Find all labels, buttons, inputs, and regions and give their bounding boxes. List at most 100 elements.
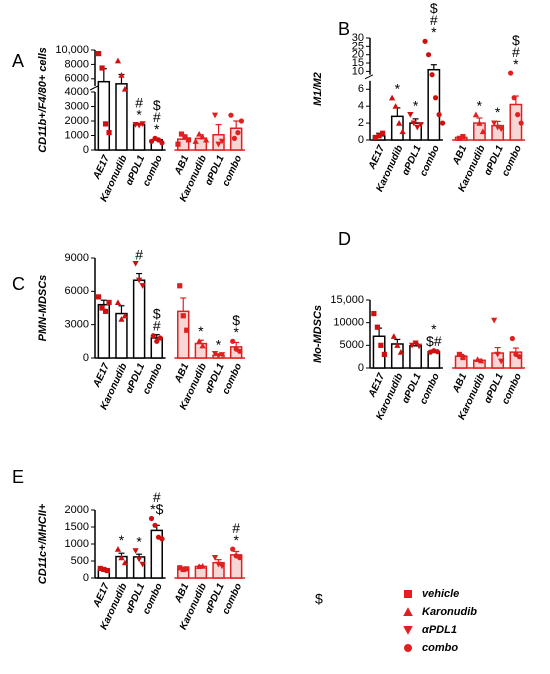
significance-mark: * [431,24,437,40]
data-point [114,545,122,552]
significance-mark: * [495,104,501,120]
data-point [155,137,162,143]
data-point [516,354,522,360]
y-tick-label: 0 [83,572,89,584]
data-point [199,133,206,140]
y-tick-label: 25 [352,40,364,52]
significance-mark: # [153,489,161,505]
data-point [121,85,129,92]
data-point [472,111,480,118]
data-point [415,343,423,350]
data-point [203,136,210,143]
data-point [148,138,155,144]
panel-letter: B [338,19,350,39]
data-point [218,138,226,145]
significance-mark: * [154,121,160,137]
y-tick-label: 2000 [65,115,89,127]
data-point [371,311,377,317]
y-tick-label: 1000 [65,129,89,141]
data-point [159,536,165,542]
data-point [479,128,487,135]
data-point [135,277,143,284]
data-point [184,327,190,333]
data-point [177,565,183,571]
bar [115,83,128,151]
data-point [417,122,424,128]
data-point [199,562,206,569]
y-tick-label: 10 [352,65,364,77]
data-point [235,130,241,136]
legend-label: Karonudib [422,606,477,618]
data-point [460,354,466,361]
significance-mark: # [153,109,161,125]
data-point [114,299,122,306]
data-point [99,65,105,71]
data-point [180,566,186,573]
y-tick-label: 5000 [340,339,364,351]
significance-mark: * [395,80,401,96]
data-point [192,138,199,144]
panel-letter: C [12,274,25,294]
data-point [211,112,219,119]
data-point [177,283,183,289]
data-point [494,351,501,358]
data-point [515,112,521,118]
bar [97,80,111,151]
y-tick-label: 0 [358,362,364,374]
y-tick-label: 3000 [65,319,89,331]
data-point [237,555,243,561]
data-point [199,342,206,349]
y-axis-label: M1/M2 [312,72,324,106]
data-point [218,352,226,358]
y-tick-label: 6000 [65,73,89,85]
data-point [178,131,185,137]
data-point [390,333,397,339]
data-point [211,555,219,561]
data-point [509,335,515,342]
y-tick-label: 6000 [65,285,89,297]
bar [194,342,208,359]
data-point [494,124,501,131]
data-point [106,130,112,136]
significance-mark: # [135,95,143,111]
significance-mark: $ [153,97,161,113]
significance-mark: * [198,323,204,339]
data-point [456,135,463,141]
data-point [152,522,158,528]
data-point [135,122,143,129]
data-point [182,134,188,140]
data-point [196,338,203,344]
legend-marker [403,626,413,635]
y-tick-label: 0 [83,352,89,364]
significance-mark: $ [430,0,438,16]
significance-mark: * [136,107,142,123]
data-point [101,566,107,573]
data-point [476,119,483,126]
significance-mark: # [135,246,143,262]
data-point [102,308,109,314]
data-point [184,566,190,572]
data-point [148,515,155,522]
data-point [114,57,122,64]
data-point [407,112,414,118]
data-point [456,351,463,357]
data-point [121,312,129,319]
annotation: $ [315,591,323,607]
data-point [432,95,439,101]
y-axis-label: Mo-MDSCs [312,305,324,363]
bar [409,345,422,369]
data-point [410,120,417,127]
y-tick-label: 20 [352,49,364,61]
data-point [498,358,505,365]
y-tick-label: 0 [358,134,364,146]
data-point [231,135,238,141]
significance-mark: # [232,520,240,536]
data-point [118,315,125,322]
y-tick-label: 2000 [65,504,89,516]
data-point [97,565,103,572]
data-point [491,120,498,127]
data-point [388,94,396,101]
data-point [380,130,386,136]
data-point [121,559,129,566]
